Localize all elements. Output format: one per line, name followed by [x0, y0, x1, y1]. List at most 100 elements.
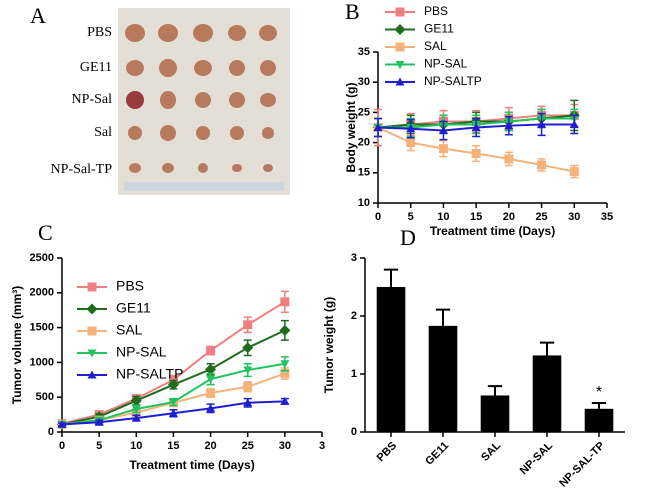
bar — [584, 408, 614, 432]
marker — [280, 369, 290, 379]
y-tick-label: 10 — [358, 197, 370, 209]
marker — [471, 148, 481, 158]
x-tick-label: 5 — [96, 440, 102, 452]
y-tick-label: 25 — [358, 106, 370, 118]
x-axis-label: Treatment time (Days) — [129, 458, 254, 472]
annotation: * — [596, 384, 602, 401]
marker — [168, 398, 178, 407]
marker — [242, 342, 254, 354]
y-tick-label: 500 — [36, 391, 54, 403]
legend-marker — [395, 77, 405, 86]
legend-marker — [395, 61, 405, 69]
photo-panel: A PBS GE11 NP-Sal Sal NP-Sal-TP — [30, 3, 290, 195]
legend-label: SAL — [424, 39, 447, 53]
row-label: NP-Sal — [72, 92, 113, 107]
row-label: GE11 — [80, 60, 112, 75]
legend-label: GE11 — [116, 300, 151, 316]
marker — [206, 375, 216, 384]
marker — [569, 119, 579, 128]
marker — [537, 119, 547, 128]
marker — [167, 379, 179, 391]
panel-label: B — [345, 0, 360, 24]
marker — [471, 123, 481, 131]
x-tick-label: 15 — [470, 211, 482, 223]
x-tick-label: SAL — [479, 439, 503, 463]
marker — [243, 398, 253, 407]
x-tick-label: NP-SAL — [518, 439, 556, 477]
legend-marker — [87, 282, 97, 292]
legend-marker — [87, 370, 97, 379]
legend-label: SAL — [116, 322, 143, 338]
x-tick-label: 25 — [535, 211, 547, 223]
row-label: NP-Sal-TP — [51, 162, 113, 177]
y-tick-label: 20 — [358, 137, 370, 149]
marker — [94, 417, 104, 426]
row-label: PBS — [87, 25, 112, 40]
marker — [280, 396, 290, 405]
x-tick-label: 30 — [279, 440, 291, 452]
bar — [376, 287, 406, 432]
error-bar — [487, 385, 503, 396]
y-axis-label: Tumor weight (g) — [322, 297, 336, 393]
marker — [206, 388, 216, 398]
x-tick-label: 25 — [242, 440, 254, 452]
marker — [130, 395, 142, 407]
marker — [504, 121, 514, 130]
x-tick-label: 15 — [167, 440, 179, 452]
x-tick-label: PBS — [375, 440, 399, 464]
y-tick-label: 0 — [48, 426, 54, 438]
marker — [406, 124, 416, 133]
legend-label: NP-SAL — [424, 57, 468, 71]
y-tick-label: 3 — [351, 252, 357, 264]
bar — [532, 355, 562, 432]
marker — [280, 297, 290, 307]
tumors — [125, 24, 277, 173]
marker — [438, 126, 448, 135]
legend-label: NP-SALTP — [424, 74, 482, 88]
legend-marker — [87, 349, 97, 358]
x-tick-label: 10 — [130, 440, 142, 452]
y-axis-label: Body weight (g) — [344, 83, 358, 173]
error-bar — [591, 402, 607, 409]
row-labels: PBS GE11 NP-Sal Sal NP-Sal-TP — [51, 25, 113, 177]
marker — [243, 320, 253, 330]
marker — [279, 324, 291, 336]
ruler — [124, 182, 284, 191]
x-tick-label: 20 — [503, 211, 515, 223]
marker — [243, 366, 253, 375]
x-tick-label: 10 — [437, 211, 449, 223]
y-tick-label: 1000 — [30, 356, 54, 368]
y-tick-label: 15 — [358, 167, 370, 179]
marker — [206, 403, 216, 412]
marker — [205, 363, 217, 375]
marker — [438, 144, 448, 154]
legend-label: PBS — [424, 4, 448, 18]
y-tick-label: 35 — [358, 46, 370, 58]
y-tick-label: 1 — [351, 368, 357, 380]
x-tick-label: 0 — [59, 440, 65, 452]
legend-label: GE11 — [424, 22, 454, 36]
x-tick-label: 0 — [375, 211, 381, 223]
y-tick-label: 0 — [351, 426, 357, 438]
x-tick-label: 20 — [204, 440, 216, 452]
legend-marker — [395, 42, 405, 52]
marker — [280, 360, 290, 369]
marker — [504, 154, 514, 164]
bar — [480, 395, 510, 432]
x-tick-label: 35 — [601, 211, 613, 223]
y-axis-label: Tumor volume (mm³) — [10, 286, 24, 404]
panel-label: D — [400, 225, 416, 250]
y-tick-label: 2500 — [30, 252, 54, 264]
marker — [131, 413, 141, 422]
x-tick-label: 30 — [568, 211, 580, 223]
y-tick-label: 2000 — [30, 287, 54, 299]
marker — [406, 138, 416, 148]
x-tick-label: NP-SAL-TP — [557, 440, 607, 490]
marker — [131, 405, 141, 414]
error-bar — [539, 341, 555, 356]
marker — [243, 382, 253, 392]
y-tick-label: 1500 — [30, 322, 54, 334]
error-bar — [383, 268, 399, 287]
y-tick-label: 30 — [358, 76, 370, 88]
